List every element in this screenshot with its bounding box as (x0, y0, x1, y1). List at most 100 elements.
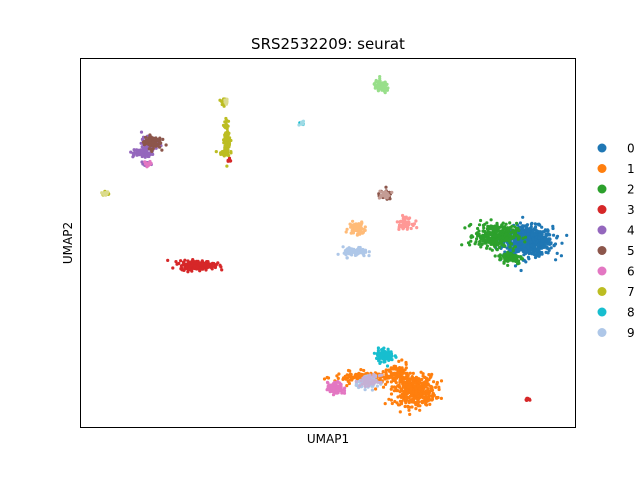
data-point (515, 248, 519, 252)
data-point (359, 227, 363, 231)
data-point (407, 408, 411, 412)
legend-marker-0 (597, 143, 607, 153)
data-point (409, 226, 413, 231)
data-point (539, 242, 544, 246)
data-point (345, 227, 349, 231)
data-point (547, 239, 551, 243)
data-point (504, 232, 508, 236)
data-point (411, 223, 415, 228)
data-point (516, 245, 520, 249)
cluster-7-points (101, 97, 233, 197)
data-point (383, 402, 387, 406)
data-point (363, 248, 368, 252)
data-point (389, 375, 393, 379)
data-point (529, 225, 533, 229)
data-point (372, 372, 376, 376)
data-point (529, 247, 533, 251)
data-point (535, 229, 540, 233)
data-point (395, 220, 399, 224)
data-point (225, 164, 229, 168)
data-point (351, 219, 355, 223)
data-point (489, 218, 493, 222)
data-point (410, 377, 414, 381)
data-point (420, 401, 424, 405)
data-point (389, 380, 393, 384)
data-point (200, 259, 204, 263)
data-point (502, 260, 506, 264)
data-point (326, 384, 330, 388)
data-point (397, 225, 402, 229)
data-point (363, 388, 367, 392)
legend-label-5: 5 (627, 244, 635, 258)
data-point (367, 250, 371, 254)
data-point (552, 244, 556, 248)
data-point (398, 390, 402, 394)
data-point (407, 377, 411, 381)
data-point (485, 244, 489, 248)
data-point (142, 146, 146, 150)
data-point (499, 257, 503, 261)
data-point (533, 226, 537, 230)
data-point (545, 242, 550, 246)
data-point (545, 246, 549, 250)
cluster-5-points (141, 133, 392, 201)
data-point (477, 223, 482, 227)
data-point (490, 240, 495, 244)
data-point (424, 376, 428, 380)
data-point (358, 373, 362, 377)
data-point (430, 394, 434, 398)
data-point (427, 373, 431, 377)
data-point (479, 218, 483, 223)
data-point (538, 223, 542, 227)
data-point (533, 255, 538, 260)
data-point (397, 359, 401, 363)
data-point (148, 133, 152, 137)
data-point (385, 364, 390, 368)
data-point (411, 390, 415, 395)
data-point (384, 185, 388, 189)
data-point (409, 398, 413, 402)
cluster-8-points (298, 120, 398, 368)
data-point (356, 251, 360, 255)
data-point (394, 373, 398, 377)
data-point (418, 408, 422, 412)
legend-marker-7 (597, 287, 607, 296)
data-point (160, 148, 164, 152)
data-point (540, 250, 544, 255)
data-point (520, 233, 525, 237)
cluster-extra-14-points (377, 189, 394, 200)
data-point (414, 407, 418, 411)
data-point (415, 397, 419, 401)
data-point (536, 243, 540, 247)
data-point (538, 233, 542, 237)
data-point (336, 252, 340, 256)
data-point (478, 236, 483, 240)
legend-label-8: 8 (627, 306, 635, 320)
cluster-extra-15-points (100, 97, 229, 197)
data-point (326, 381, 330, 385)
data-point (498, 245, 502, 250)
data-point (385, 380, 389, 384)
data-point (549, 246, 553, 250)
data-point (191, 259, 195, 263)
data-point (344, 377, 348, 381)
data-point (398, 399, 402, 403)
cluster-1-points (322, 358, 444, 416)
data-point (384, 353, 388, 357)
data-point (421, 396, 425, 400)
data-point (418, 404, 422, 408)
data-point (403, 380, 407, 384)
data-point (435, 380, 439, 385)
data-point (222, 124, 226, 129)
data-point (530, 221, 534, 225)
data-point (356, 226, 360, 230)
data-point (407, 385, 411, 389)
data-point (405, 373, 409, 377)
data-point (375, 384, 379, 388)
data-point (340, 391, 344, 395)
data-point (463, 226, 467, 230)
data-point (386, 352, 390, 356)
data-point (179, 267, 183, 271)
data-point (399, 402, 404, 406)
data-point (393, 399, 397, 404)
